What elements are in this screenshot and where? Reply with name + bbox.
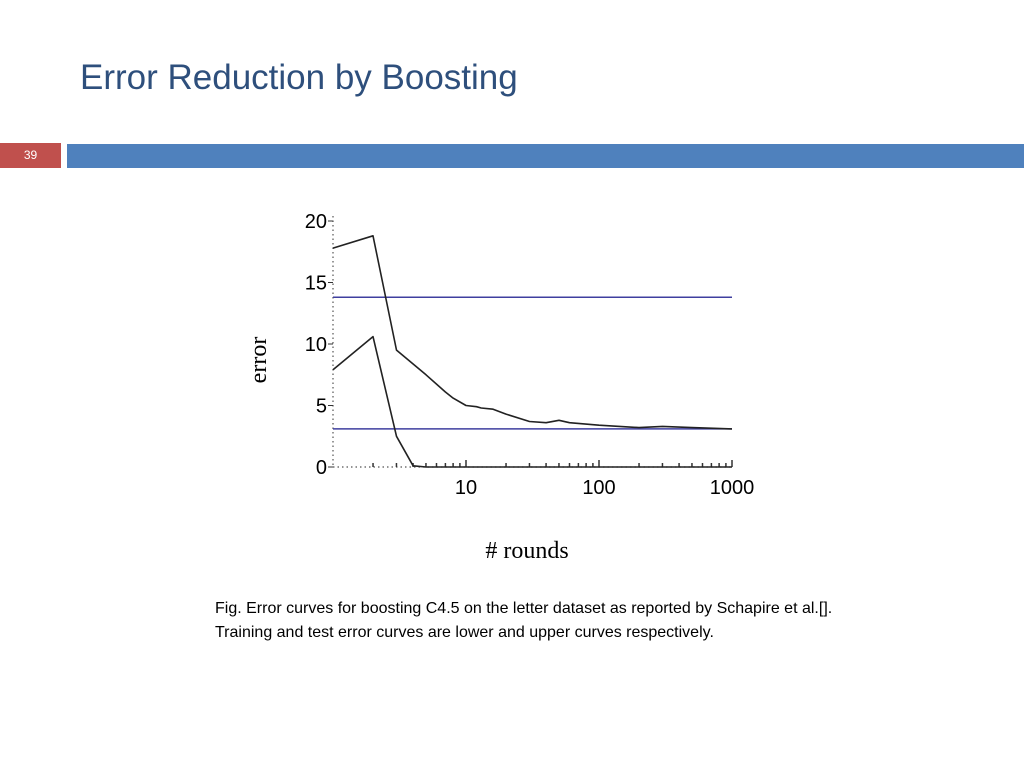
x-tick-label: 100	[582, 477, 615, 499]
lower-error-curve	[332, 335, 732, 468]
page-number-badge: 39	[0, 143, 61, 168]
y-tick-label: 10	[305, 334, 327, 356]
x-axis-title: # rounds	[485, 538, 568, 564]
upper-error-curve	[332, 235, 733, 430]
y-tick-label: 15	[305, 273, 327, 295]
reference-lines	[333, 296, 732, 430]
x-tick-label: 10	[455, 477, 477, 499]
x-tick-label: 1000	[710, 477, 755, 499]
chart-ticks: 0 5 10 15 20 10 100 1000	[305, 211, 755, 499]
y-tick-label: 20	[305, 211, 327, 233]
y-tick-label: 0	[316, 457, 327, 479]
slide-title: Error Reduction by Boosting	[80, 58, 518, 97]
header-bar	[67, 144, 1024, 168]
y-axis-title: error	[246, 337, 272, 384]
chart-series	[332, 235, 733, 468]
figure-caption: Fig. Error curves for boosting C4.5 on t…	[215, 600, 833, 641]
y-tick-label: 5	[316, 396, 327, 418]
